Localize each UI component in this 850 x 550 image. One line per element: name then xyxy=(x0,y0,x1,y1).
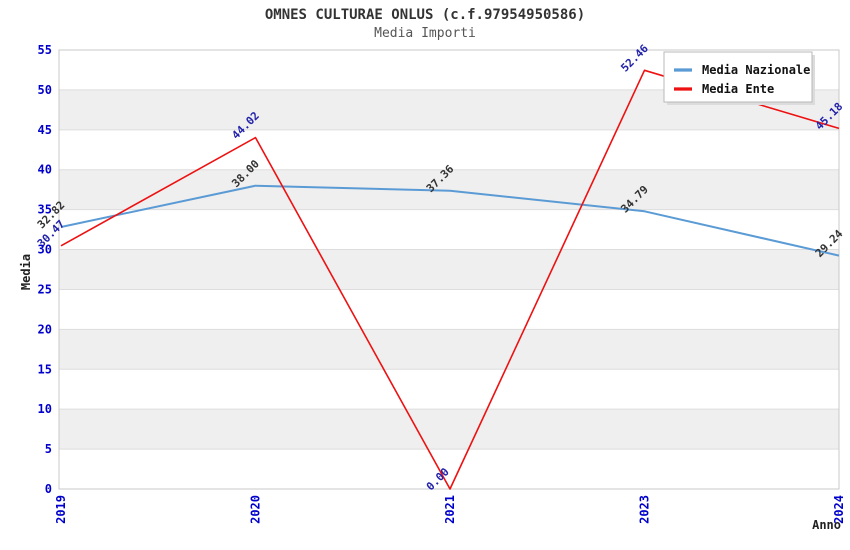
x-tick-label: 2019 xyxy=(54,495,68,524)
plot-bands xyxy=(59,50,839,489)
y-tick-label: 40 xyxy=(38,163,52,177)
y-tick-label: 10 xyxy=(38,402,52,416)
plot-band xyxy=(59,409,839,450)
plot-band xyxy=(59,209,839,250)
y-tick-label: 15 xyxy=(38,362,52,376)
y-tick-label: 0 xyxy=(45,482,52,496)
plot-band xyxy=(59,369,839,410)
y-tick-label: 50 xyxy=(38,83,52,97)
plot-band xyxy=(59,449,839,489)
x-axis-tick-labels: 2019 2020 2021 2023 2024 xyxy=(54,495,846,524)
plot-band xyxy=(59,289,839,330)
y-tick-label: 30 xyxy=(38,243,52,257)
x-tick-label: 2020 xyxy=(249,495,263,524)
plot-band xyxy=(59,129,839,170)
y-tick-label: 25 xyxy=(38,282,52,296)
series-line-0 xyxy=(60,184,840,257)
plot-border xyxy=(58,49,840,490)
x-tick-label: 2023 xyxy=(638,495,652,524)
legend-box xyxy=(663,51,813,103)
x-tick-label: 2024 xyxy=(832,495,846,524)
plot-band xyxy=(59,329,839,370)
plot-band xyxy=(59,249,839,290)
y-tick-label: 5 xyxy=(45,442,52,456)
legend: Media Nazionale Media Ente xyxy=(663,51,815,105)
y-tick-label: 20 xyxy=(38,322,52,336)
legend-entry-label: Media Ente xyxy=(702,82,774,96)
y-axis-title: Media xyxy=(19,254,33,290)
legend-entry-label: Media Nazionale xyxy=(702,63,810,77)
plot-band xyxy=(59,169,839,210)
y-tick-label: 45 xyxy=(38,123,52,137)
y-tick-label: 55 xyxy=(38,43,52,57)
x-tick-label: 2021 xyxy=(443,495,457,524)
chart-title: OMNES CULTURAE ONLUS (c.f.97954950586) xyxy=(265,7,585,23)
x-axis-title: Anno xyxy=(812,518,841,532)
y-axis-tick-labels: 0 5 10 15 20 25 30 35 40 45 50 55 xyxy=(38,43,52,496)
chart-subtitle: Media Importi xyxy=(374,26,476,41)
y-tick-label: 35 xyxy=(38,203,52,217)
